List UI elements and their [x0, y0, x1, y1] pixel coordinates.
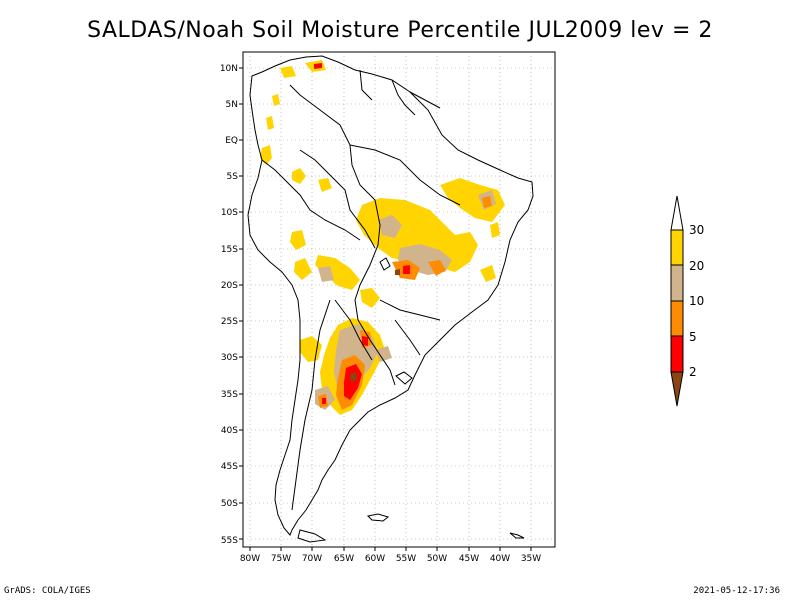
lat-label: 30S — [221, 353, 238, 363]
colorbar-bottom-triangle — [670, 371, 684, 407]
lat-label: 25S — [221, 317, 238, 327]
colorbar-label: 2 — [689, 365, 697, 379]
gridlines — [243, 52, 555, 547]
lon-label: 75W — [271, 554, 291, 564]
lon-label: 40W — [490, 554, 510, 564]
lon-label: 70W — [302, 554, 322, 564]
lat-label: 5N — [226, 100, 238, 110]
colorbar-top-triangle — [670, 195, 684, 231]
lat-label: 50S — [221, 499, 238, 509]
map-frame — [242, 51, 556, 548]
latitude-ticks — [239, 67, 243, 540]
lat-label: 5S — [227, 172, 239, 182]
lon-label: 35W — [521, 554, 541, 564]
lon-label: 60W — [365, 554, 385, 564]
lat-label: 10S — [221, 208, 238, 218]
lat-label: 10N — [220, 64, 238, 74]
colorbar-labels: 30 20 10 5 2 — [689, 223, 704, 379]
footer-credit: GrADS: COLA/IGES — [4, 586, 91, 596]
colorbar-label: 20 — [689, 259, 704, 273]
lon-label: 55W — [396, 554, 416, 564]
lat-label: 45S — [221, 462, 238, 472]
colorbar-swatch-5-10 — [670, 300, 684, 337]
lon-label: 80W — [240, 554, 260, 564]
colorbar-label: 5 — [689, 330, 697, 344]
colorbar-swatch-2-5 — [670, 335, 684, 373]
coastlines-borders — [247, 55, 534, 536]
lat-label: 55S — [221, 536, 238, 546]
lon-label: 50W — [427, 554, 447, 564]
colorbar-swatch-20-30 — [670, 229, 684, 266]
latitude-labels: 10N 5N EQ 5S 10S 15S 20S 25S 30S 35S 40S… — [220, 64, 238, 546]
percentile-shading — [260, 60, 505, 415]
colorbar-label: 30 — [689, 223, 704, 237]
colorbar-label: 10 — [689, 294, 704, 308]
lon-label: 45W — [459, 554, 479, 564]
lat-label: 15S — [221, 245, 238, 255]
lat-label: 40S — [221, 426, 238, 436]
longitude-labels: 80W 75W 70W 65W 60W 55W 50W 45W 40W 35W — [240, 554, 541, 564]
lat-label: 35S — [221, 390, 238, 400]
lon-label: 65W — [334, 554, 354, 564]
colorbar-swatch-10-20 — [670, 264, 684, 302]
colorbar — [670, 195, 684, 407]
islands — [297, 257, 525, 543]
longitude-ticks — [249, 547, 532, 551]
lat-label: 20S — [221, 281, 238, 291]
lat-label: EQ — [225, 136, 238, 146]
map-title: SALDAS/Noah Soil Moisture Percentile JUL… — [87, 18, 713, 43]
footer-timestamp: 2021-05-12-17:36 — [693, 586, 780, 596]
